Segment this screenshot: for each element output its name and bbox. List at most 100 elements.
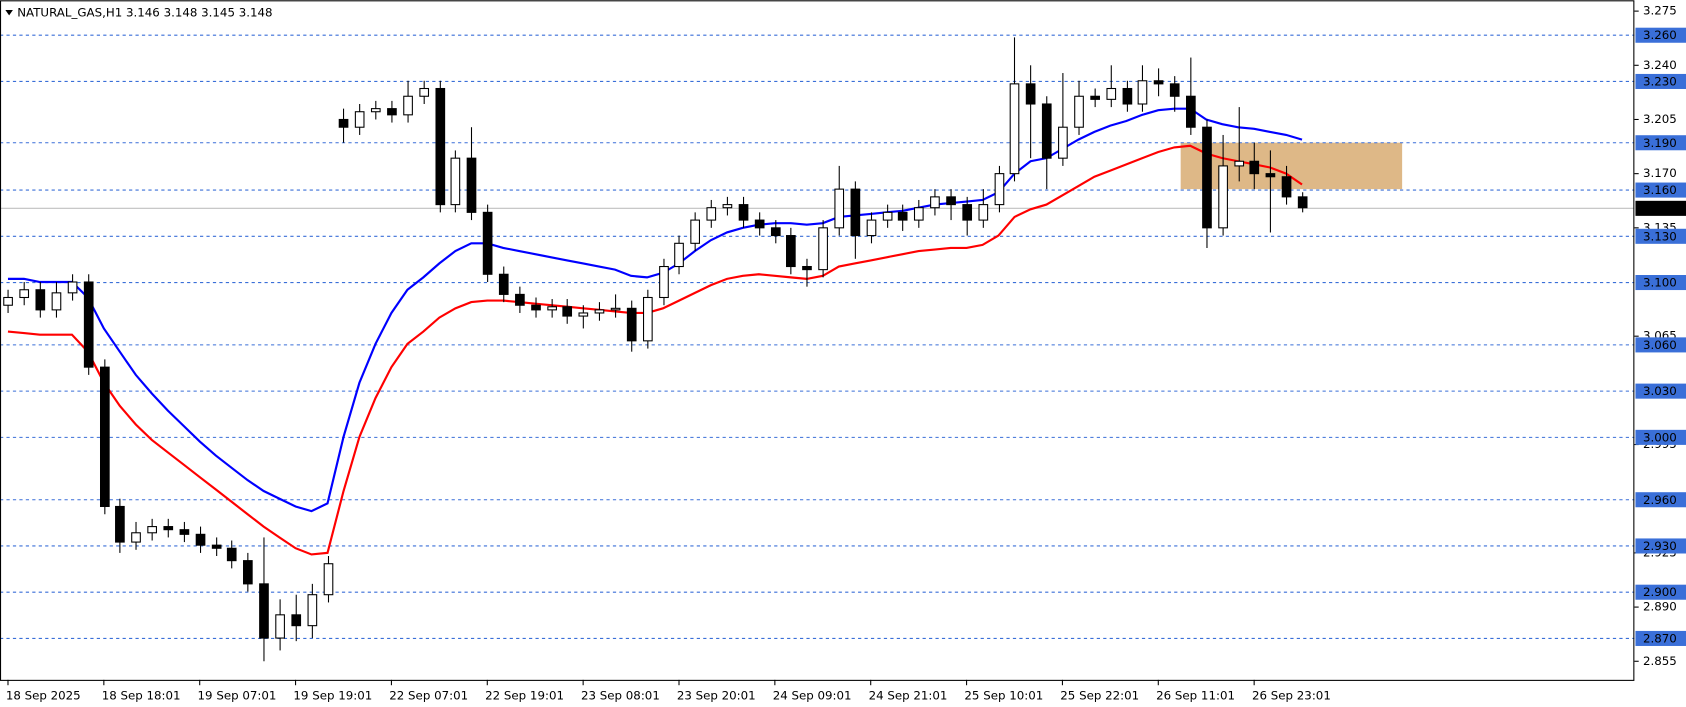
candle-body <box>978 204 989 221</box>
level-label-box <box>1635 73 1686 89</box>
candle-body <box>1041 103 1052 159</box>
candle-body <box>913 207 924 221</box>
candle-body <box>690 219 700 244</box>
x-tick-label: 19 Sep 19:01 <box>293 688 372 702</box>
candle-body <box>275 614 285 639</box>
level-label-box <box>1635 228 1686 244</box>
candle-body <box>387 108 397 116</box>
candle-body <box>403 95 413 116</box>
candle-body <box>786 235 796 268</box>
level-label: 3.190 <box>1643 136 1677 150</box>
x-tick-label: 23 Sep 08:01 <box>581 688 660 702</box>
candle-body <box>818 227 828 271</box>
candle-body <box>674 242 684 268</box>
candle-body <box>291 614 302 627</box>
x-tick-label: 23 Sep 20:01 <box>677 688 756 702</box>
candle-body <box>562 306 573 317</box>
candle-body <box>99 366 110 508</box>
level-label: 3.230 <box>1643 74 1677 88</box>
level-label-box <box>1635 538 1686 554</box>
y-tick-label: 2.890 <box>1643 600 1677 614</box>
candle-body <box>882 211 893 221</box>
candle-body <box>834 188 845 229</box>
candle-body <box>610 307 621 311</box>
candle-body <box>323 563 334 596</box>
y-tick-label: 2.855 <box>1643 654 1677 668</box>
x-tick-label: 26 Sep 11:01 <box>1156 688 1235 702</box>
candle-body <box>1122 87 1133 105</box>
candle-body <box>115 505 125 543</box>
candle-body <box>1058 126 1068 159</box>
x-tick-label: 24 Sep 09:01 <box>773 688 852 702</box>
candle-body <box>179 529 190 535</box>
candle-body <box>594 309 605 314</box>
candle-body <box>722 204 733 209</box>
candle-body <box>211 544 222 549</box>
candle-body <box>738 204 749 221</box>
candle-body <box>83 281 94 368</box>
y-tick-label: 3.240 <box>1643 58 1677 72</box>
candle-body <box>498 273 509 295</box>
candle-body <box>946 196 956 206</box>
candle-body <box>850 188 861 237</box>
level-label-box <box>1635 584 1686 600</box>
level-label: 2.870 <box>1643 631 1677 645</box>
zone <box>1180 142 1403 190</box>
candle-body <box>626 307 637 342</box>
candle-body <box>1218 165 1228 229</box>
moving-average <box>7 144 1303 556</box>
candle-body <box>962 204 973 221</box>
candle-body <box>35 289 46 311</box>
candle-body <box>226 547 237 562</box>
candle-body <box>994 173 1005 206</box>
level-label: 3.160 <box>1643 183 1677 197</box>
candle-body <box>1153 80 1164 85</box>
candle-body <box>419 87 430 97</box>
x-tick-label: 18 Sep 2025 <box>6 688 81 702</box>
level-label: 2.960 <box>1643 493 1677 507</box>
candle-body <box>706 207 717 221</box>
level-label: 3.100 <box>1643 276 1677 290</box>
candle-body <box>1265 173 1276 178</box>
x-tick-label: 25 Sep 22:01 <box>1060 688 1139 702</box>
plot-frame <box>0 0 1635 681</box>
candle-body <box>547 306 557 311</box>
level-label: 2.930 <box>1643 539 1677 553</box>
candle-body <box>1281 176 1292 198</box>
candle-body <box>243 560 253 585</box>
candle-body <box>1074 95 1084 128</box>
x-tick-label: 24 Sep 21:01 <box>869 688 948 702</box>
level-label-box <box>1635 182 1686 198</box>
level-label-box <box>1635 135 1686 151</box>
y-tick-label: 3.275 <box>1643 4 1677 18</box>
candle-body <box>1090 95 1100 100</box>
level-label-box <box>1635 337 1686 353</box>
level-label-box <box>1635 275 1686 291</box>
level-label: 3.260 <box>1643 28 1677 42</box>
candle-body <box>482 211 493 275</box>
candle-body <box>3 296 13 306</box>
last-price-box <box>1635 200 1686 216</box>
last-price-label: 3.148 <box>1643 201 1677 215</box>
candle-body <box>19 289 30 299</box>
candle-body <box>578 312 589 317</box>
level-label: 3.030 <box>1643 384 1677 398</box>
candle-body <box>866 219 877 237</box>
level-label: 3.000 <box>1643 430 1677 444</box>
candle-body <box>163 526 174 531</box>
candle-body <box>802 265 812 271</box>
candle-body <box>1297 196 1308 209</box>
menu-arrow[interactable] <box>5 9 13 16</box>
candle-body <box>1137 80 1148 105</box>
level-label-box <box>1635 383 1686 399</box>
candle-body <box>659 265 669 299</box>
candle-body <box>1249 160 1260 175</box>
candle-body <box>195 533 206 546</box>
candle-body <box>450 157 461 206</box>
candle-body <box>1234 160 1245 167</box>
candle-body <box>370 108 381 113</box>
candle-body <box>259 583 269 639</box>
